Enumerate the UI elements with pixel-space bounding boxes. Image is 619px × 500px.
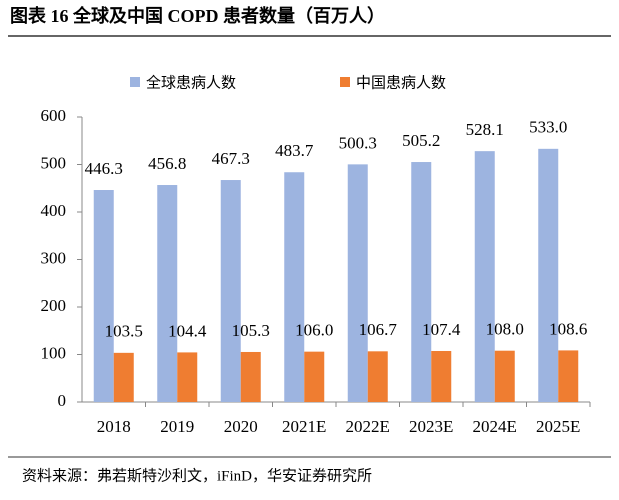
legend-swatch bbox=[130, 77, 140, 87]
y-tick-label: 100 bbox=[41, 343, 67, 362]
value-label: 528.1 bbox=[466, 120, 504, 139]
value-label: 446.3 bbox=[85, 159, 123, 178]
value-label: 105.3 bbox=[232, 321, 270, 340]
legend-label: 全球患病人数 bbox=[146, 74, 236, 92]
bar bbox=[93, 190, 114, 402]
bar bbox=[113, 352, 134, 402]
bar bbox=[494, 350, 515, 402]
bar bbox=[538, 148, 559, 402]
value-label: 456.8 bbox=[148, 154, 186, 173]
x-tick-label: 2021E bbox=[282, 417, 326, 436]
x-tick-label: 2022E bbox=[346, 417, 390, 436]
value-label: 108.6 bbox=[549, 319, 587, 338]
source: 资料来源：弗若斯特沙利文，iFinD，华安证券研究所 bbox=[22, 467, 372, 484]
bar bbox=[177, 352, 198, 402]
value-label: 108.0 bbox=[486, 320, 524, 339]
value-label: 104.4 bbox=[168, 321, 207, 340]
value-label: 500.3 bbox=[339, 133, 377, 152]
y-tick-label: 400 bbox=[41, 201, 67, 220]
value-label: 106.0 bbox=[295, 321, 333, 340]
bar bbox=[284, 172, 305, 402]
bar bbox=[411, 162, 432, 402]
y-tick-label: 500 bbox=[41, 153, 67, 172]
x-tick-label: 2023E bbox=[409, 417, 453, 436]
bar bbox=[558, 350, 579, 402]
bar bbox=[474, 151, 495, 402]
bar bbox=[240, 351, 261, 402]
bar bbox=[347, 164, 368, 402]
value-label: 467.3 bbox=[212, 149, 250, 168]
value-label: 505.2 bbox=[402, 131, 440, 150]
bar bbox=[304, 351, 325, 402]
x-tick-label: 2025E bbox=[536, 417, 580, 436]
value-label: 107.4 bbox=[422, 320, 461, 339]
value-label: 103.5 bbox=[105, 322, 143, 341]
chart-title: 图表 16 全球及中国 COPD 患者数量（百万人） bbox=[10, 5, 385, 26]
bar bbox=[157, 185, 178, 402]
legend-swatch bbox=[340, 77, 350, 87]
y-tick-label: 300 bbox=[41, 248, 67, 267]
y-tick-label: 600 bbox=[41, 106, 67, 125]
bar bbox=[220, 180, 241, 402]
bar bbox=[431, 350, 452, 402]
legend-label: 中国患病人数 bbox=[356, 74, 446, 92]
value-label: 106.7 bbox=[359, 320, 398, 339]
bar bbox=[367, 351, 388, 402]
value-label: 483.7 bbox=[275, 141, 314, 160]
x-tick-label: 2018 bbox=[97, 417, 131, 436]
y-tick-label: 200 bbox=[41, 296, 67, 315]
value-label: 533.0 bbox=[529, 118, 567, 137]
y-tick-label: 0 bbox=[58, 391, 67, 410]
x-tick-label: 2024E bbox=[473, 417, 517, 436]
x-tick-label: 2020 bbox=[224, 417, 258, 436]
x-tick-label: 2019 bbox=[160, 417, 194, 436]
